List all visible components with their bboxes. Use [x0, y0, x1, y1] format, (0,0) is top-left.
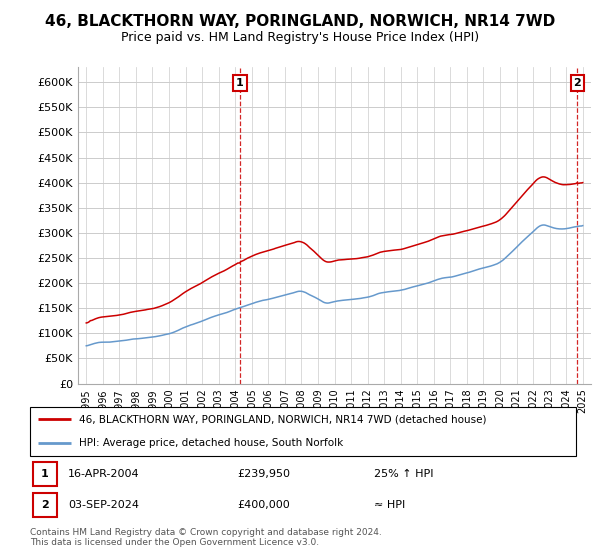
- Text: 25% ↑ HPI: 25% ↑ HPI: [374, 469, 433, 479]
- Text: 1: 1: [41, 469, 49, 479]
- Text: HPI: Average price, detached house, South Norfolk: HPI: Average price, detached house, Sout…: [79, 437, 343, 447]
- Text: 1: 1: [236, 78, 244, 88]
- Text: 2: 2: [574, 78, 581, 88]
- Text: 46, BLACKTHORN WAY, PORINGLAND, NORWICH, NR14 7WD (detached house): 46, BLACKTHORN WAY, PORINGLAND, NORWICH,…: [79, 414, 487, 424]
- Text: 46, BLACKTHORN WAY, PORINGLAND, NORWICH, NR14 7WD: 46, BLACKTHORN WAY, PORINGLAND, NORWICH,…: [45, 14, 555, 29]
- Text: 03-SEP-2024: 03-SEP-2024: [68, 500, 139, 510]
- Text: ≈ HPI: ≈ HPI: [374, 500, 405, 510]
- Text: £239,950: £239,950: [238, 469, 290, 479]
- Bar: [33, 493, 58, 517]
- Text: 2: 2: [41, 500, 49, 510]
- Text: £400,000: £400,000: [238, 500, 290, 510]
- Text: Contains HM Land Registry data © Crown copyright and database right 2024.
This d: Contains HM Land Registry data © Crown c…: [30, 528, 382, 547]
- Text: 16-APR-2004: 16-APR-2004: [68, 469, 140, 479]
- Text: Price paid vs. HM Land Registry's House Price Index (HPI): Price paid vs. HM Land Registry's House …: [121, 31, 479, 44]
- Bar: [33, 462, 58, 486]
